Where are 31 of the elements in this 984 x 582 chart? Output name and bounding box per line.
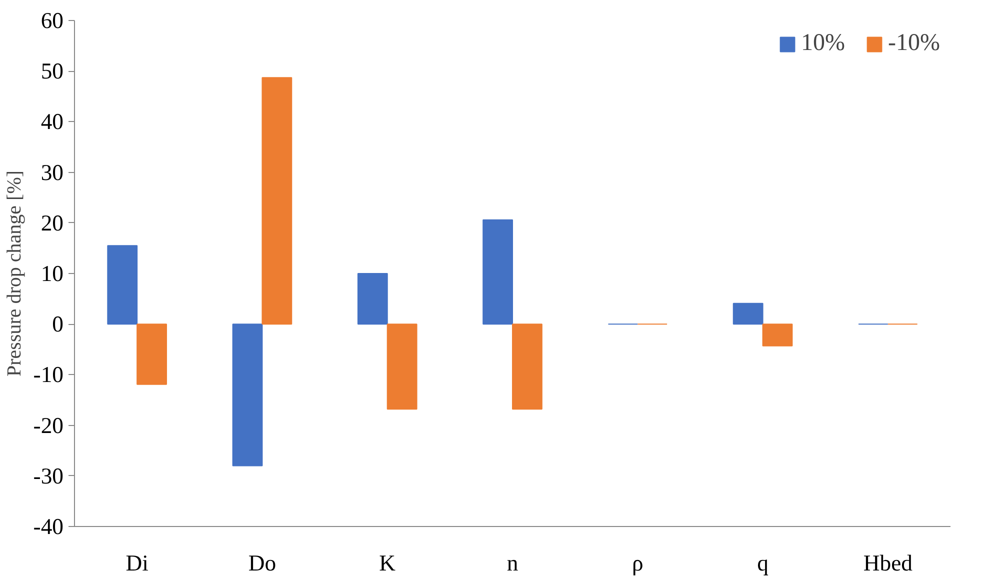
bar	[232, 324, 263, 466]
x-tick-label: q	[757, 550, 768, 576]
y-tick-label: 50	[40, 58, 64, 84]
y-tick-label: 10	[40, 261, 64, 286]
y-axis-title: Pressure drop change [%]	[3, 170, 26, 377]
bar	[482, 219, 513, 325]
y-tick-label: 30	[40, 160, 64, 185]
bar	[357, 273, 388, 325]
y-tick-label: 40	[40, 109, 64, 134]
x-tick-label: K	[379, 550, 396, 576]
y-tick-label: -40	[33, 514, 64, 539]
x-tick-label: Do	[248, 550, 276, 576]
x-tick-label: Di	[126, 550, 148, 576]
y-tick-label: -20	[33, 412, 64, 438]
legend-label: -10%	[888, 30, 940, 57]
bar	[386, 324, 418, 410]
x-tick-label: ρ	[632, 550, 644, 576]
y-tick-label: 20	[40, 210, 64, 236]
bar	[732, 302, 764, 325]
bar	[262, 77, 292, 325]
bar	[512, 324, 542, 410]
y-tick-label: -10	[33, 362, 64, 388]
x-tick-label: Hbed	[863, 550, 914, 576]
y-tick-label: -30	[33, 463, 64, 488]
bar	[107, 245, 138, 325]
y-tick-label: 0	[52, 312, 64, 337]
bar	[762, 324, 793, 346]
y-tick-label: 60	[40, 8, 64, 33]
bar	[136, 324, 167, 385]
legend-label: 10%	[801, 30, 846, 57]
x-tick-label: n	[506, 550, 518, 576]
